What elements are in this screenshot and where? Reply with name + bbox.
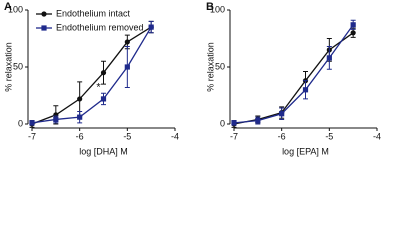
marker xyxy=(100,96,107,102)
y-tick-label: 0 xyxy=(18,118,23,128)
marker xyxy=(350,30,356,36)
annotation: * xyxy=(96,82,101,94)
marker xyxy=(77,96,83,102)
x-tick-label: -5 xyxy=(325,131,333,141)
y-tick-label: 100 xyxy=(8,4,23,14)
y-tick-label: 50 xyxy=(13,61,23,71)
y-tick-label: 0 xyxy=(220,118,225,128)
series-line xyxy=(31,26,152,125)
y-tick-label: 100 xyxy=(210,4,225,14)
marker xyxy=(350,22,356,28)
figure: A 0 50 100 -7 -6 -5 -4 log [DHA] M % relaxation En… xyxy=(3,1,381,156)
x-tick-label: -7 xyxy=(28,131,36,141)
legend-marker xyxy=(41,11,47,17)
marker xyxy=(302,87,309,93)
marker xyxy=(77,114,83,120)
marker xyxy=(124,64,130,70)
x-tick-label: -6 xyxy=(278,131,286,141)
marker xyxy=(326,55,332,61)
marker xyxy=(148,24,154,30)
x-axis-label: log [DHA] M xyxy=(79,146,128,156)
x-tick-label: -6 xyxy=(76,131,84,141)
x-axis-label: log [EPA] M xyxy=(282,146,329,156)
marker xyxy=(279,111,285,117)
x-tick-label: -4 xyxy=(171,131,179,141)
panel-label: A xyxy=(4,1,12,13)
legend-label: Endothelium removed xyxy=(56,22,144,32)
y-axis-label: % relaxation xyxy=(3,42,13,92)
series-line xyxy=(31,26,152,124)
marker xyxy=(231,120,237,126)
x-tick-label: -4 xyxy=(373,131,381,141)
marker xyxy=(100,70,107,76)
marker xyxy=(255,117,261,124)
x-tick-label: -7 xyxy=(230,131,238,141)
series-line xyxy=(233,32,354,125)
legend-marker xyxy=(41,25,47,31)
series-line xyxy=(233,24,354,124)
panel-label: B xyxy=(206,1,214,13)
y-axis-label: % relaxation xyxy=(205,42,215,92)
legend-label: Endothelium intact xyxy=(56,8,131,18)
marker xyxy=(29,120,35,126)
x-tick-label: -5 xyxy=(123,131,131,141)
marker xyxy=(53,116,59,123)
marker xyxy=(124,39,130,45)
y-tick-label: 50 xyxy=(215,61,225,71)
